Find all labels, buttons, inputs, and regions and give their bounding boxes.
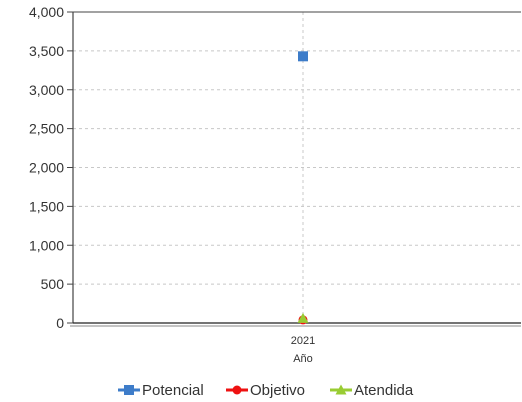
y-tick-label: 0 [56,315,64,331]
x-axis: 2021 [70,11,521,347]
legend-marker[interactable] [124,385,134,395]
y-tick-label: 3,000 [29,82,64,98]
data-point-potencial[interactable] [298,51,308,62]
legend[interactable]: Potencial Objetivo Atendida [118,382,414,399]
x-tick-label: 2021 [291,335,315,347]
y-tick-label: 2,000 [29,160,64,176]
legend-marker[interactable] [232,385,242,395]
gridlines [73,12,521,323]
legend-label: Objetivo [250,382,305,399]
x-axis-label: Año [293,353,313,365]
legend-label: Potencial [142,382,204,399]
y-tick-label: 2,500 [29,121,64,137]
y-tick-label: 500 [41,276,65,292]
legend-item-atendida[interactable]: Atendida [330,382,414,399]
y-axis: 0 500 1,000 1,500 2,000 2,500 3,000 3,500 4,000 [29,4,73,331]
data-points [297,51,309,325]
y-tick-label: 3,500 [29,43,64,59]
legend-marker[interactable] [335,384,347,395]
y-tick-label: 1,500 [29,198,64,214]
legend-label: Atendida [354,382,414,399]
data-point-atendida[interactable] [297,312,309,323]
legend-item-potencial[interactable]: Potencial [118,382,204,399]
y-tick-label: 4,000 [29,4,64,20]
y-tick-label: 1,000 [29,237,64,253]
legend-item-objetivo[interactable]: Objetivo [226,382,305,399]
